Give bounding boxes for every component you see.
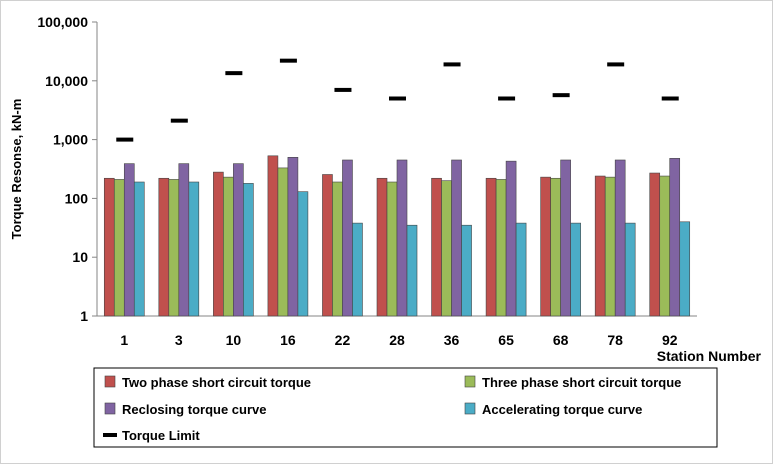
y-tick-label: 10,000 <box>45 73 88 89</box>
legend-label: Three phase short circuit torque <box>482 375 681 390</box>
x-tick-label: 65 <box>498 332 514 348</box>
y-tick-label: 1,000 <box>53 132 88 148</box>
plot-area: 1 10 100 1,000 10,000 100,000 Torque Resonse, … <box>9 14 762 364</box>
torque-limit-marker <box>170 118 188 123</box>
bar-three-phase-short-circuit-torque <box>659 175 671 317</box>
bar-reclosing-torque-curve <box>614 159 626 317</box>
torque-limit-marker <box>225 71 243 76</box>
bar-three-phase-short-circuit-torque <box>550 177 561 317</box>
legend-box <box>93 367 718 448</box>
bar-three-phase-short-circuit-torque <box>277 167 289 317</box>
bar-reclosing-torque-curve <box>560 159 571 317</box>
bar-two-phase-short-circuit-torque <box>158 177 170 317</box>
bar-reclosing-torque-curve <box>669 158 681 317</box>
bar-reclosing-torque-curve <box>178 163 190 317</box>
x-tick-label: 92 <box>662 332 678 348</box>
bar-accelerating-torque-curve <box>515 222 527 317</box>
torque-limit-marker <box>661 96 679 101</box>
bar-two-phase-short-circuit-torque <box>267 155 279 317</box>
bar-reclosing-torque-curve <box>396 159 408 317</box>
legend-swatch <box>103 433 117 437</box>
torque-limit-marker <box>443 62 461 67</box>
bar-two-phase-short-circuit-torque <box>376 177 388 317</box>
legend: Two phase short circuit torque Three phas… <box>93 367 718 448</box>
bar-accelerating-torque-curve <box>679 221 691 317</box>
bar-reclosing-torque-curve <box>233 163 244 317</box>
bar-three-phase-short-circuit-torque <box>113 179 125 317</box>
bar-accelerating-torque-curve <box>624 222 636 317</box>
bar-three-phase-short-circuit-torque <box>604 176 616 317</box>
legend-swatch <box>104 402 116 415</box>
legend-label: Torque Limit <box>122 428 200 443</box>
bar-accelerating-torque-curve <box>297 191 309 317</box>
y-axis-title: Torque Resonse, kN-m <box>9 99 24 240</box>
legend-swatch <box>464 375 476 388</box>
bar-three-phase-short-circuit-torque <box>168 179 180 317</box>
torque-limit-marker <box>334 87 352 92</box>
bar-accelerating-torque-curve <box>352 222 363 317</box>
torque-limit-marker <box>389 96 406 101</box>
y-tick-label: 10 <box>72 249 88 265</box>
x-tick-label: 36 <box>444 332 460 348</box>
torque-limit-marker <box>498 96 516 101</box>
bar-reclosing-torque-curve <box>123 163 135 317</box>
x-axis-title: Station Number <box>657 348 762 364</box>
x-tick-label: 16 <box>280 332 296 348</box>
torque-limit-marker <box>607 62 625 67</box>
x-tick-label: 10 <box>226 332 242 348</box>
bar-two-phase-short-circuit-torque <box>103 177 115 317</box>
bar-two-phase-short-circuit-torque <box>485 177 497 317</box>
x-tick-label: 68 <box>553 332 569 348</box>
bar-three-phase-short-circuit-torque <box>386 181 398 317</box>
bar-two-phase-short-circuit-torque <box>540 176 551 317</box>
bar-two-phase-short-circuit-torque <box>213 171 224 317</box>
bar-reclosing-torque-curve <box>342 159 353 317</box>
bar-accelerating-torque-curve <box>243 183 254 317</box>
bar-accelerating-torque-curve <box>461 224 472 317</box>
x-tick-label: 22 <box>335 332 351 348</box>
bar-reclosing-torque-curve <box>287 157 299 317</box>
bar-two-phase-short-circuit-torque <box>322 174 333 317</box>
x-tick-label: 78 <box>607 332 623 348</box>
bar-two-phase-short-circuit-torque <box>594 175 606 317</box>
legend-swatch <box>464 402 476 415</box>
bar-accelerating-torque-curve <box>406 224 418 317</box>
legend-label: Accelerating torque curve <box>482 402 642 417</box>
torque-limit-marker <box>279 58 297 63</box>
bar-three-phase-short-circuit-torque <box>441 180 452 317</box>
bar-three-phase-short-circuit-torque <box>332 181 343 317</box>
legend-label: Two phase short circuit torque <box>122 375 311 390</box>
bar-three-phase-short-circuit-torque <box>223 176 234 317</box>
bar-reclosing-torque-curve <box>505 160 517 317</box>
x-tick-label: 28 <box>389 332 405 348</box>
torque-limit-marker <box>116 137 134 142</box>
bar-two-phase-short-circuit-torque <box>431 177 442 317</box>
y-tick-label: 100,000 <box>37 14 88 30</box>
x-tick-label: 3 <box>175 332 183 348</box>
torque-limit-marker <box>552 93 570 98</box>
y-tick-label: 1 <box>80 308 88 324</box>
y-tick-label: 100 <box>65 190 89 206</box>
bar-accelerating-torque-curve <box>188 181 200 317</box>
bar-three-phase-short-circuit-torque <box>495 179 507 317</box>
x-tick-label: 1 <box>120 332 128 348</box>
bar-reclosing-torque-curve <box>451 159 462 317</box>
legend-label: Reclosing torque curve <box>122 402 266 417</box>
legend-swatch <box>104 375 116 388</box>
bar-accelerating-torque-curve <box>133 181 145 317</box>
bar-accelerating-torque-curve <box>570 222 581 317</box>
bar-two-phase-short-circuit-torque <box>649 172 661 317</box>
